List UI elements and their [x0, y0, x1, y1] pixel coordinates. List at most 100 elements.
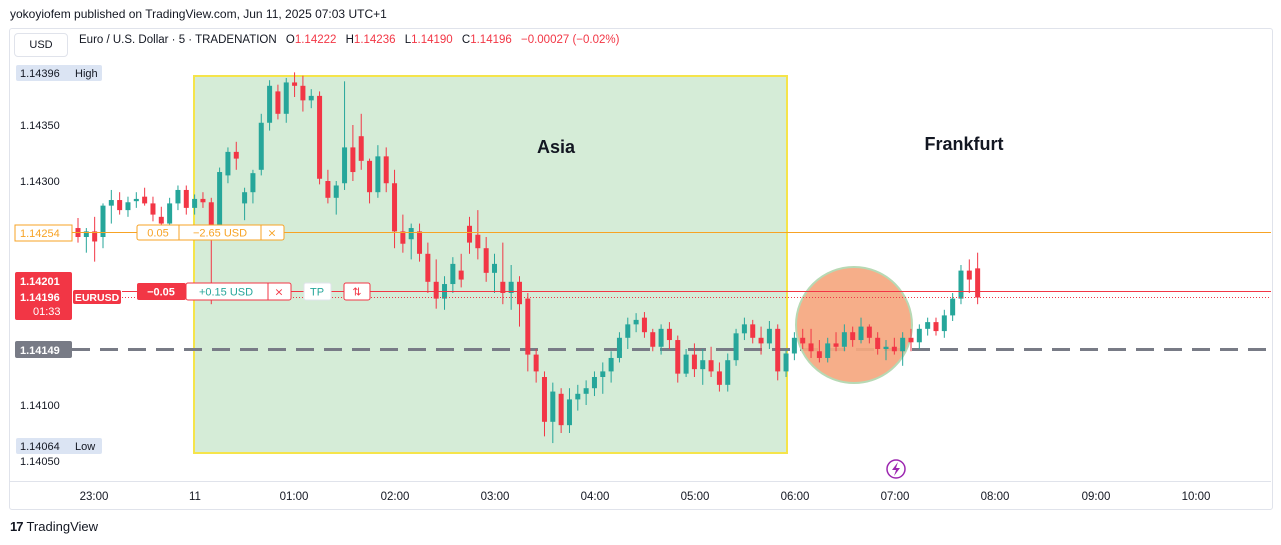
candle-body	[800, 337, 806, 344]
low-marker-value: 1.14064	[20, 441, 60, 453]
high-marker-label: High	[75, 68, 98, 80]
publisher-line: yokoyiofem published on TradingView.com,…	[10, 7, 387, 21]
candle-body	[117, 200, 123, 211]
candle-body	[275, 91, 281, 114]
reverse-icon[interactable]: ⇅	[352, 286, 361, 299]
candle-body	[108, 200, 114, 206]
dashed-level-tag: 1.14149	[15, 341, 72, 358]
candle-body	[850, 332, 856, 341]
candle-body	[500, 281, 506, 293]
orange-order-label[interactable]: 0.05 −2.65 USD ×	[136, 224, 285, 241]
currency-button[interactable]: USD	[14, 33, 68, 57]
candle-body	[641, 317, 647, 333]
orange-order-close-icon[interactable]: ×	[267, 227, 276, 240]
position-close-icon[interactable]: ×	[274, 286, 283, 299]
tradingview-logo[interactable]: 17 TradingView	[10, 519, 98, 534]
high-marker-value: 1.14396	[20, 68, 60, 80]
flash-event-icon[interactable]	[886, 459, 906, 479]
candle-body	[583, 388, 589, 394]
candle-body	[158, 216, 164, 224]
candle-body	[450, 263, 456, 285]
chart-frame	[9, 28, 1273, 510]
candle-body	[150, 203, 156, 215]
candle-body	[933, 322, 939, 332]
candle-body	[433, 281, 439, 299]
candle-body	[192, 198, 198, 208]
y-tick-label: 1.14350	[20, 120, 60, 132]
candle-body	[283, 82, 289, 114]
low-marker-label: Low	[75, 441, 95, 453]
candle-body	[175, 189, 181, 204]
candle-body	[791, 337, 797, 354]
x-tick-label: 23:00	[80, 491, 109, 503]
dashed-level-value: 1.14149	[20, 345, 60, 357]
last-price-value: 1.14201	[20, 276, 60, 288]
candle-body	[858, 326, 864, 341]
candle-body	[383, 156, 389, 184]
close-value: 1.14196	[470, 34, 512, 46]
candle-body	[525, 298, 531, 355]
candle-body	[675, 340, 681, 374]
candle-body	[83, 231, 89, 237]
position-label[interactable]: −0.05 +0.15 USD × TP ⇅	[137, 282, 371, 301]
high-value: 1.14236	[353, 34, 396, 46]
position-pnl: +0.15 USD	[199, 287, 253, 299]
candle-body	[733, 333, 739, 361]
symbol-name[interactable]: Euro / U.S. Dollar · 5 · TRADENATION	[79, 34, 277, 46]
x-tick-label: 08:00	[981, 491, 1010, 503]
candle-body	[483, 248, 489, 273]
candle-body	[408, 228, 414, 240]
candle-body	[708, 360, 714, 372]
candle-body	[775, 328, 781, 372]
orange-price-tag: 1.14254	[14, 224, 73, 242]
candle-body	[342, 147, 348, 184]
last-price-tag: 1.14201 1.14196 01:33 EURUSD	[15, 272, 121, 320]
candle-body	[825, 343, 831, 358]
orange-price-value: 1.14254	[20, 228, 60, 240]
x-tick-label: 05:00	[681, 491, 710, 503]
y-tick-label: 1.14100	[20, 400, 60, 412]
candle-body	[558, 393, 564, 426]
low-label: L	[404, 34, 412, 46]
symbol-tag: EURUSD	[75, 292, 120, 304]
candle-body	[92, 231, 98, 242]
candle-body	[183, 189, 189, 208]
candle-body	[650, 332, 656, 347]
candle-body	[591, 377, 597, 389]
candle-body	[808, 343, 814, 352]
x-tick-label: 09:00	[1082, 491, 1111, 503]
candle-body	[908, 337, 914, 343]
candle-body	[883, 346, 889, 349]
close-label: C	[461, 34, 471, 46]
take-profit-button[interactable]: TP	[310, 287, 324, 299]
x-tick-label: 03:00	[481, 491, 510, 503]
candle-body	[750, 324, 756, 338]
candle-body	[475, 234, 481, 249]
tradingview-logo-text: TradingView	[26, 519, 99, 534]
orange-order-pnl: −2.65 USD	[193, 228, 247, 240]
candle-body	[516, 281, 522, 305]
candle-body	[691, 354, 697, 370]
candle-body	[566, 399, 572, 426]
candle-body	[758, 337, 764, 344]
candle-body	[941, 315, 947, 332]
candle-body	[725, 360, 731, 385]
candle-body	[541, 377, 547, 422]
candle-body	[608, 357, 614, 372]
eurusd-price-value: 1.14196	[20, 292, 60, 304]
candle-body	[467, 225, 473, 243]
candle-body	[625, 324, 631, 338]
candle-body	[925, 322, 931, 329]
candle-body	[267, 85, 273, 123]
x-tick-label: 07:00	[881, 491, 910, 503]
x-axis: 23:00 11 01:00 02:00 03:00 04:00 05:00 0…	[80, 491, 1211, 503]
open-value: 1.14222	[294, 34, 337, 46]
x-tick-label: 11	[189, 491, 201, 503]
candle-body	[233, 151, 239, 159]
symbol-legend: Euro / U.S. Dollar · 5 · TRADENATION O1.…	[79, 34, 619, 46]
x-tick-label: 04:00	[581, 491, 610, 503]
y-tick-label: 1.14050	[20, 456, 60, 468]
x-tick-label: 02:00	[381, 491, 410, 503]
bar-countdown: 01:33	[33, 306, 61, 318]
